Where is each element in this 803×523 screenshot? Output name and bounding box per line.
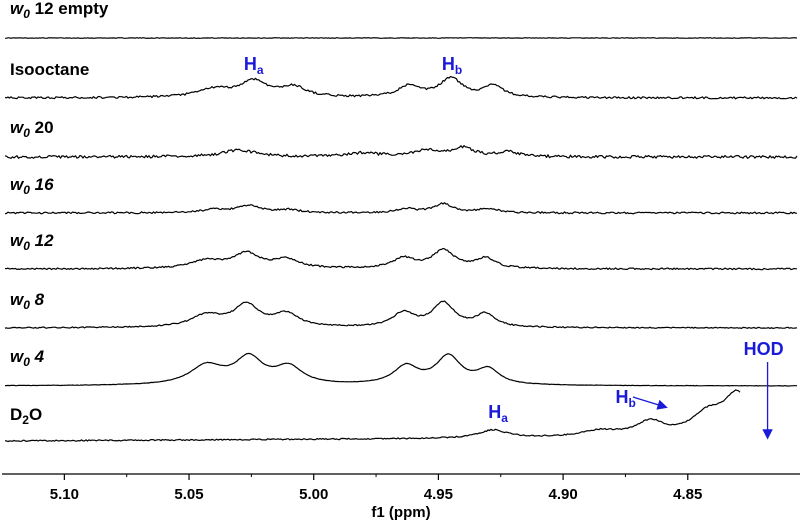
annotation-ha-isooctane: Ha bbox=[244, 54, 264, 77]
label-w0-16: w0 16 bbox=[10, 175, 54, 197]
trace-isooctane bbox=[4, 76, 798, 100]
label-w0-12-empty: w0 12 empty bbox=[10, 0, 109, 21]
annotation-hod-d2o: HOD bbox=[744, 339, 784, 359]
trace-w0-20 bbox=[4, 145, 798, 159]
x-tick-label: 5.00 bbox=[299, 486, 328, 503]
x-tick-label: 5.05 bbox=[174, 486, 203, 503]
trace-w0-16 bbox=[4, 202, 797, 215]
label-w0-20: w0 20 bbox=[10, 118, 54, 140]
x-tick-label: 5.10 bbox=[50, 486, 79, 503]
spectrum-labels: w0 12 empty Isooctane w0 20 w0 16 w0 12 w0 8 w… bbox=[10, 0, 109, 427]
peak-annotations: Ha Hb Ha Hb HOD bbox=[244, 54, 784, 440]
label-w0-4: w0 4 bbox=[10, 347, 45, 369]
x-tick-label: 4.90 bbox=[548, 486, 577, 503]
arrow-hb-d2o bbox=[632, 396, 668, 410]
label-w0-12: w0 12 bbox=[10, 231, 54, 253]
trace-w0-4 bbox=[5, 352, 797, 387]
annotation-hb-isooctane: Hb bbox=[442, 54, 462, 77]
label-isooctane: Isooctane bbox=[10, 60, 89, 79]
label-d2o: D2O bbox=[10, 405, 42, 427]
x-axis: 5.10 5.05 5.00 4.95 4.90 4.85 f1 (ppm) bbox=[2, 473, 800, 521]
label-w0-8: w0 8 bbox=[10, 290, 45, 312]
annotation-ha-d2o: Ha bbox=[488, 402, 508, 425]
x-tick-label: 4.85 bbox=[673, 486, 702, 503]
trace-w0-12 bbox=[4, 247, 798, 271]
trace-w0-12-empty bbox=[4, 37, 798, 39]
trace-w0-8 bbox=[4, 300, 798, 329]
annotation-hb-d2o: Hb bbox=[615, 387, 635, 410]
x-tick-label: 4.95 bbox=[424, 486, 453, 503]
spectra-traces bbox=[4, 37, 798, 443]
trace-d2o bbox=[4, 389, 741, 443]
x-axis-title: f1 (ppm) bbox=[371, 504, 430, 521]
